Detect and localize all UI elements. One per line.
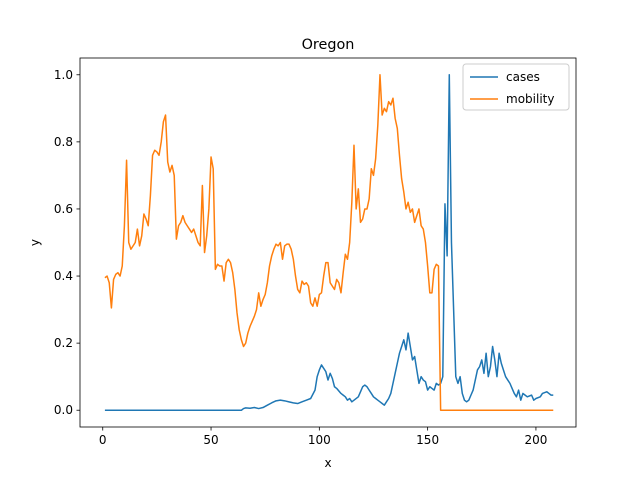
x-axis: 0 50 100 150 200: [99, 427, 547, 447]
legend: cases mobility: [462, 63, 570, 111]
y-tick-label: 0.0: [54, 403, 73, 417]
x-tick-label: 0: [99, 433, 107, 447]
y-tick-label: 0.4: [54, 269, 73, 283]
y-axis: 0.0 0.2 0.4 0.6 0.8 1.0: [54, 68, 80, 417]
x-tick-label: 100: [308, 433, 331, 447]
chart-title: Oregon: [302, 37, 355, 53]
y-tick-label: 0.6: [54, 202, 73, 216]
y-tick-label: 0.2: [54, 336, 73, 350]
plot-lines: [104, 74, 554, 411]
y-axis-title: y: [28, 239, 42, 246]
x-tick-label: 150: [416, 433, 439, 447]
y-tick-label: 1.0: [54, 68, 73, 82]
y-tick-label: 0.8: [54, 135, 73, 149]
x-axis-title: x: [324, 456, 331, 470]
x-tick-label: 50: [203, 433, 218, 447]
legend-label-mobility: mobility: [506, 92, 554, 106]
series-line-cases: [104, 74, 554, 411]
plot-frame: [79, 57, 577, 428]
series-line-mobility: [104, 74, 554, 411]
legend-label-cases: cases: [506, 70, 540, 84]
x-tick-label: 200: [524, 433, 547, 447]
